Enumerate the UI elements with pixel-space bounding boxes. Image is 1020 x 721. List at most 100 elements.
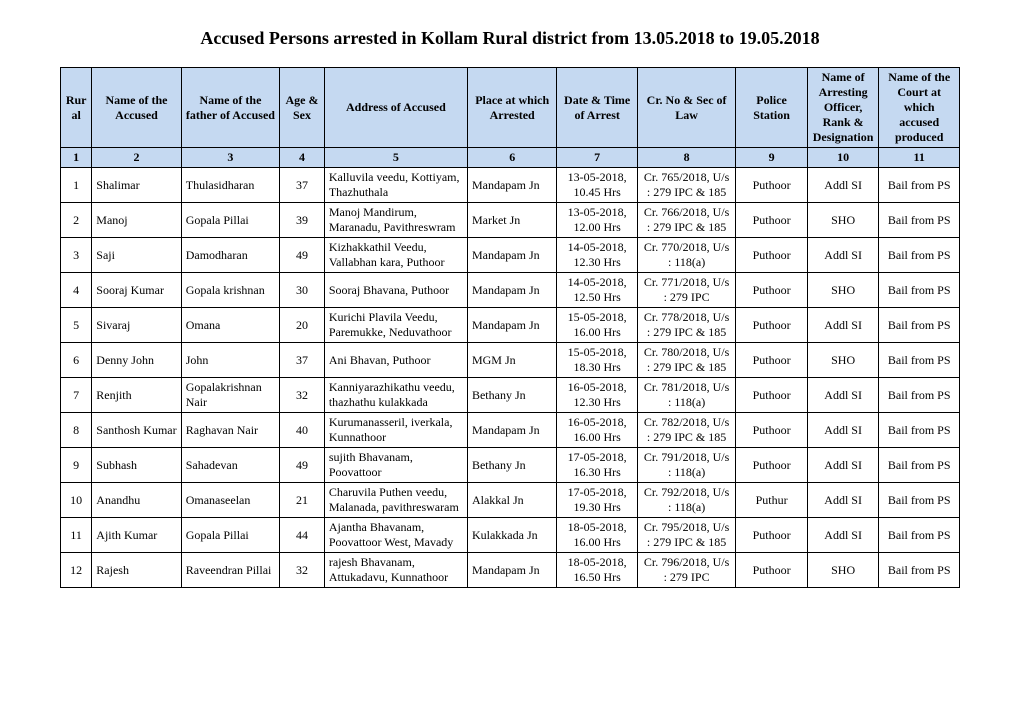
cell-address: rajesh Bhavanam, Attukadavu, Kunnathoor (324, 553, 467, 588)
cell-place: MGM Jn (467, 343, 556, 378)
cell-officer: Addl SI (807, 308, 879, 343)
cell-place: Alakkal Jn (467, 483, 556, 518)
cell-place: Kulakkada Jn (467, 518, 556, 553)
cell-address: Manoj Mandirum, Maranadu, Pavithreswram (324, 203, 467, 238)
cell-place: Bethany Jn (467, 448, 556, 483)
column-number-cell: 8 (637, 148, 735, 168)
cell-name: Manoj (92, 203, 181, 238)
cell-name: Sooraj Kumar (92, 273, 181, 308)
cell-father: Omana (181, 308, 279, 343)
cell-court: Bail from PS (879, 203, 960, 238)
cell-father: Sahadevan (181, 448, 279, 483)
cell-court: Bail from PS (879, 308, 960, 343)
cell-officer: SHO (807, 553, 879, 588)
cell-age: 20 (280, 308, 325, 343)
cell-ps: Puthoor (736, 203, 808, 238)
header-row: Rural Name of the Accused Name of the fa… (61, 68, 960, 148)
cell-place: Bethany Jn (467, 378, 556, 413)
table-row: 3SajiDamodharan49Kizhakkathil Veedu, Val… (61, 238, 960, 273)
cell-court: Bail from PS (879, 168, 960, 203)
cell-court: Bail from PS (879, 448, 960, 483)
cell-name: Rajesh (92, 553, 181, 588)
cell-court: Bail from PS (879, 413, 960, 448)
cell-crno: Cr. 781/2018, U/s : 118(a) (637, 378, 735, 413)
cell-datetime: 17-05-2018, 16.30 Hrs (557, 448, 638, 483)
cell-address: Kurichi Plavila Veedu, Paremukke, Neduva… (324, 308, 467, 343)
cell-ps: Puthoor (736, 273, 808, 308)
header-rural: Rural (61, 68, 92, 148)
cell-age: 49 (280, 238, 325, 273)
cell-officer: Addl SI (807, 238, 879, 273)
cell-age: 39 (280, 203, 325, 238)
cell-age: 32 (280, 378, 325, 413)
table-row: 1ShalimarThulasidharan37Kalluvila veedu,… (61, 168, 960, 203)
column-number-cell: 7 (557, 148, 638, 168)
cell-place: Market Jn (467, 203, 556, 238)
cell-name: Denny John (92, 343, 181, 378)
column-number-cell: 11 (879, 148, 960, 168)
table-row: 7RenjithGopalakrishnan Nair32Kanniyarazh… (61, 378, 960, 413)
header-place: Place at which Arrested (467, 68, 556, 148)
cell-sn: 7 (61, 378, 92, 413)
column-number-cell: 5 (324, 148, 467, 168)
cell-ps: Puthur (736, 483, 808, 518)
cell-officer: Addl SI (807, 378, 879, 413)
cell-address: Charuvila Puthen veedu, Malanada, pavith… (324, 483, 467, 518)
cell-father: Omanaseelan (181, 483, 279, 518)
cell-sn: 4 (61, 273, 92, 308)
cell-address: Kalluvila veedu, Kottiyam, Thazhuthala (324, 168, 467, 203)
header-officer: Name of Arresting Officer, Rank & Design… (807, 68, 879, 148)
cell-age: 30 (280, 273, 325, 308)
cell-father: Raghavan Nair (181, 413, 279, 448)
table-row: 6Denny JohnJohn37Ani Bhavan, PuthoorMGM … (61, 343, 960, 378)
cell-datetime: 14-05-2018, 12.30 Hrs (557, 238, 638, 273)
cell-ps: Puthoor (736, 343, 808, 378)
cell-age: 37 (280, 168, 325, 203)
table-row: 8Santhosh KumarRaghavan Nair40Kurumanass… (61, 413, 960, 448)
header-crno: Cr. No & Sec of Law (637, 68, 735, 148)
cell-ps: Puthoor (736, 378, 808, 413)
table-row: 10AnandhuOmanaseelan21Charuvila Puthen v… (61, 483, 960, 518)
cell-age: 49 (280, 448, 325, 483)
cell-place: Mandapam Jn (467, 553, 556, 588)
cell-sn: 8 (61, 413, 92, 448)
column-number-row: 1234567891011 (61, 148, 960, 168)
cell-address: Ani Bhavan, Puthoor (324, 343, 467, 378)
cell-place: Mandapam Jn (467, 308, 556, 343)
cell-father: Gopalakrishnan Nair (181, 378, 279, 413)
cell-ps: Puthoor (736, 553, 808, 588)
cell-name: Santhosh Kumar (92, 413, 181, 448)
cell-address: Kizhakkathil Veedu, Vallabhan kara, Puth… (324, 238, 467, 273)
cell-court: Bail from PS (879, 553, 960, 588)
cell-father: Gopala Pillai (181, 203, 279, 238)
cell-datetime: 15-05-2018, 16.00 Hrs (557, 308, 638, 343)
cell-name: Renjith (92, 378, 181, 413)
cell-datetime: 17-05-2018, 19.30 Hrs (557, 483, 638, 518)
cell-officer: Addl SI (807, 483, 879, 518)
cell-address: Kanniyarazhikathu veedu, thazhathu kulak… (324, 378, 467, 413)
table-row: 4Sooraj KumarGopala krishnan30Sooraj Bha… (61, 273, 960, 308)
cell-age: 32 (280, 553, 325, 588)
header-datetime: Date & Time of Arrest (557, 68, 638, 148)
cell-age: 21 (280, 483, 325, 518)
cell-name: Shalimar (92, 168, 181, 203)
column-number-cell: 1 (61, 148, 92, 168)
cell-father: Damodharan (181, 238, 279, 273)
cell-court: Bail from PS (879, 378, 960, 413)
cell-crno: Cr. 792/2018, U/s : 118(a) (637, 483, 735, 518)
cell-address: Ajantha Bhavanam, Poovattoor West, Mavad… (324, 518, 467, 553)
table-row: 9SubhashSahadevan49sujith Bhavanam, Poov… (61, 448, 960, 483)
cell-name: Ajith Kumar (92, 518, 181, 553)
header-court: Name of the Court at which accused produ… (879, 68, 960, 148)
cell-address: sujith Bhavanam, Poovattoor (324, 448, 467, 483)
cell-name: Anandhu (92, 483, 181, 518)
page-title: Accused Persons arrested in Kollam Rural… (60, 28, 960, 49)
cell-court: Bail from PS (879, 343, 960, 378)
cell-crno: Cr. 796/2018, U/s : 279 IPC (637, 553, 735, 588)
column-number-cell: 10 (807, 148, 879, 168)
cell-place: Mandapam Jn (467, 413, 556, 448)
cell-ps: Puthoor (736, 518, 808, 553)
column-number-cell: 9 (736, 148, 808, 168)
cell-court: Bail from PS (879, 238, 960, 273)
cell-crno: Cr. 782/2018, U/s : 279 IPC & 185 (637, 413, 735, 448)
